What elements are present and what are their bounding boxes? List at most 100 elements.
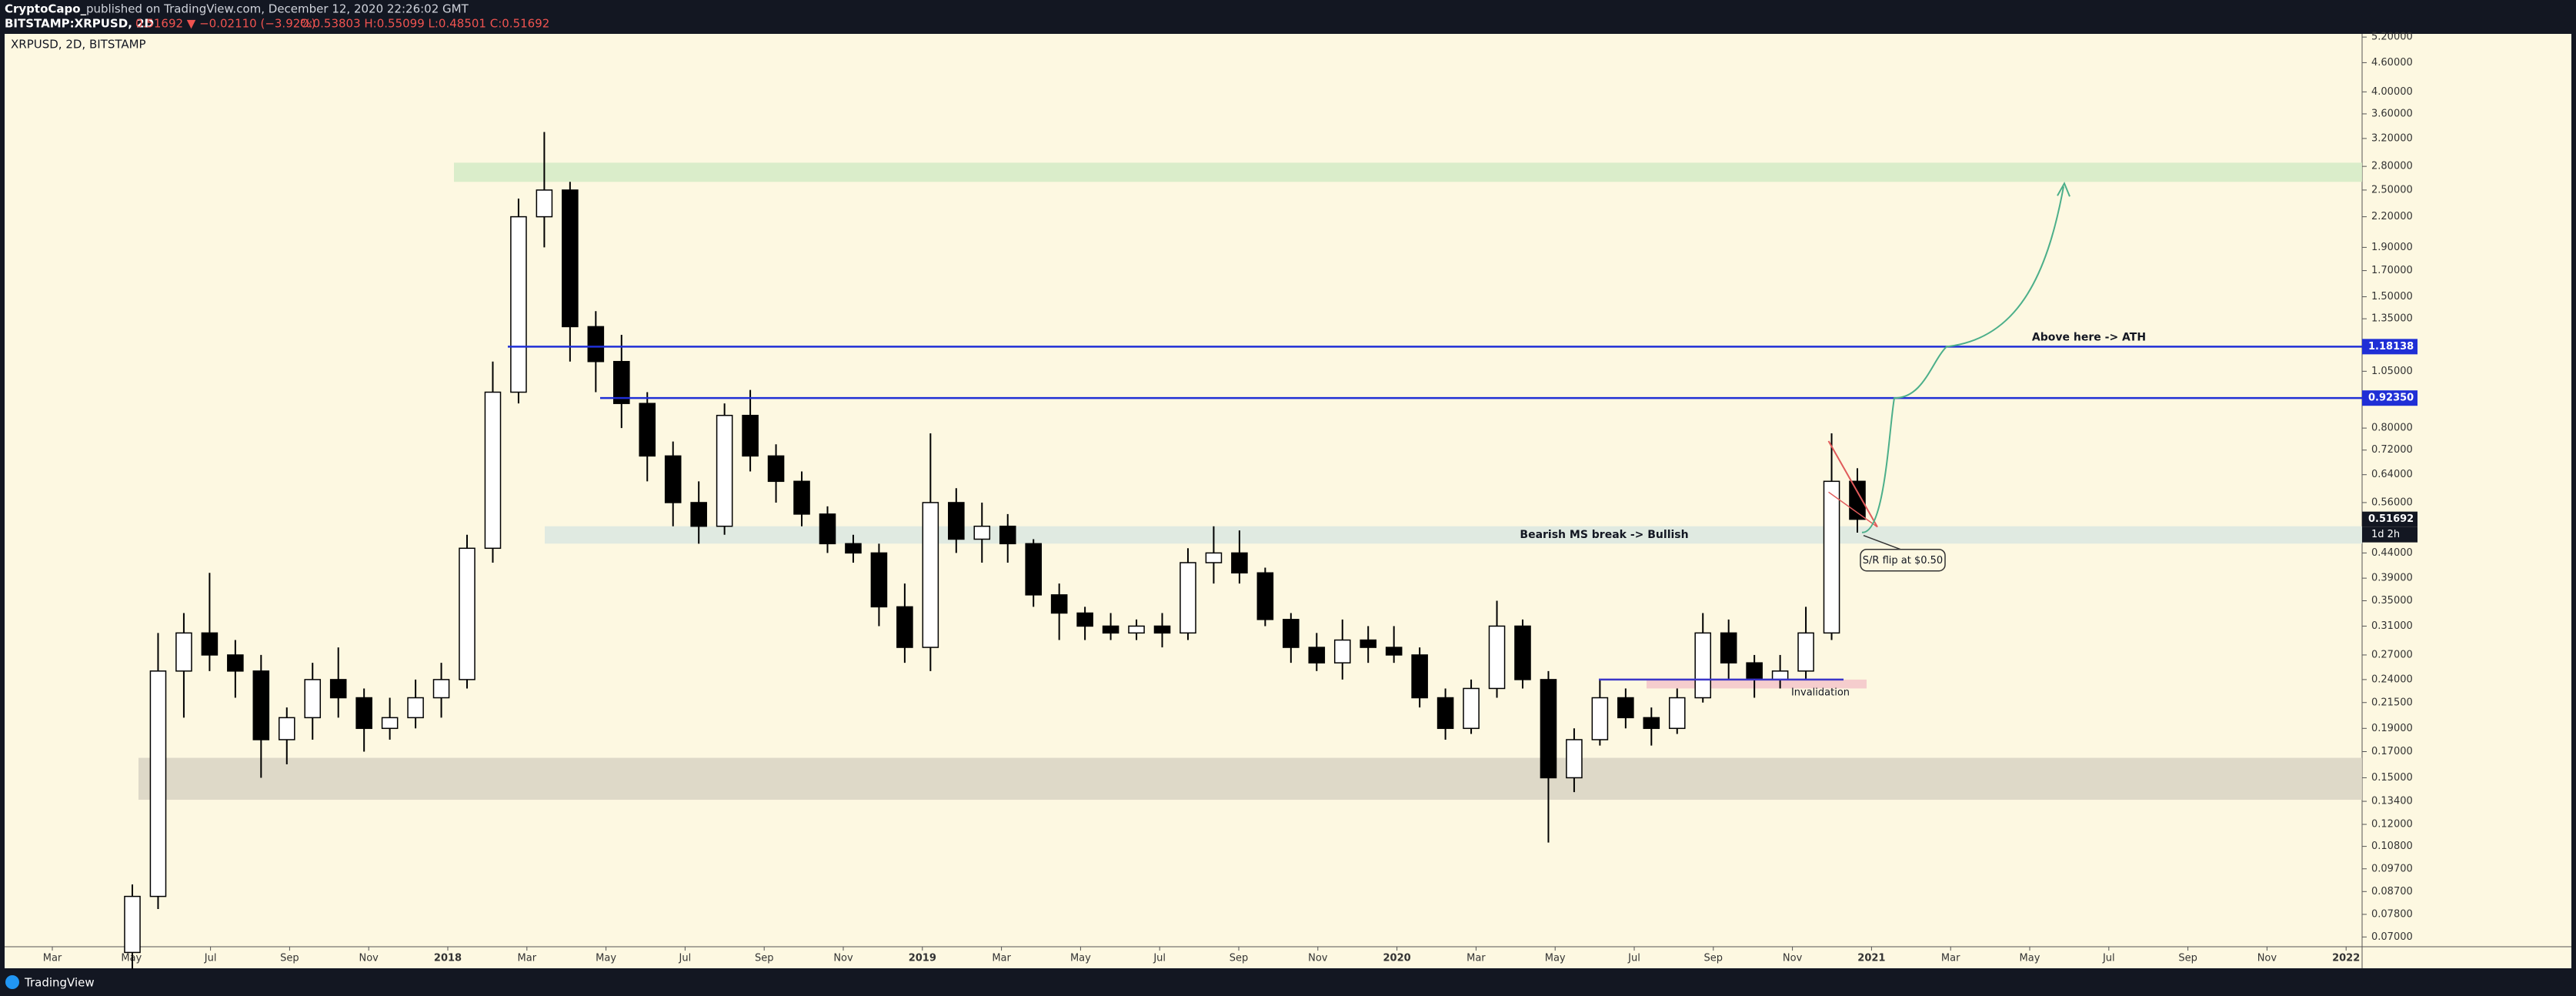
x-tick-label: 2020	[1383, 953, 1411, 964]
x-tick-label: Jul	[679, 953, 692, 964]
callout-text: S/R flip at $0.50	[1863, 555, 1943, 567]
x-tick-label: Nov	[833, 953, 853, 964]
candle-body	[1128, 625, 1145, 634]
x-tick-label: Sep	[2178, 953, 2197, 964]
candle-body	[1591, 697, 1609, 740]
x-tick-label: May	[2020, 953, 2040, 964]
candle-body	[1283, 619, 1300, 648]
y-tick-label: 0.19000	[2371, 723, 2413, 734]
candle-body	[1231, 552, 1248, 574]
candle-body	[690, 502, 707, 527]
candle-body	[227, 654, 244, 672]
candle-body	[1025, 543, 1042, 596]
y-tick-label: 0.09700	[2371, 863, 2413, 874]
candle-body	[304, 679, 322, 719]
x-tick-label: Mar	[518, 953, 537, 964]
y-tick-label: 0.08700	[2371, 886, 2413, 897]
chart-background	[5, 34, 2571, 968]
y-tick-label: 0.35000	[2371, 595, 2413, 607]
y-tick-label: 0.56000	[2371, 496, 2413, 508]
candle-body	[381, 717, 399, 730]
y-tick-label: 0.17000	[2371, 746, 2413, 757]
y-tick-label: 0.27000	[2371, 649, 2413, 660]
x-tick-label: May	[1070, 953, 1091, 964]
candle-body	[1643, 717, 1660, 730]
logo	[5, 975, 19, 989]
x-tick-label: Mar	[43, 953, 62, 964]
candle-body	[1205, 552, 1223, 563]
candle-body	[1540, 679, 1557, 779]
annotation: Above here -> ATH	[2032, 331, 2146, 343]
y-tick-label: 1.50000	[2371, 291, 2413, 302]
last-price-marker	[2362, 511, 2418, 527]
candle-body	[845, 543, 862, 554]
candle-body	[870, 552, 888, 608]
y-tick-label: 1.70000	[2371, 265, 2413, 276]
y-tick-label: 0.72000	[2371, 444, 2413, 456]
y-tick-label: 4.60000	[2371, 57, 2413, 69]
candle-body	[664, 455, 682, 503]
candle-body	[562, 189, 579, 328]
y-tick-label: 1.05000	[2371, 366, 2413, 377]
candle-body	[613, 360, 630, 404]
candle-body	[742, 414, 759, 457]
candle-body	[1771, 670, 1789, 680]
y-tick-label: 2.50000	[2371, 184, 2413, 196]
y-tick-label: 0.13400	[2371, 796, 2413, 807]
y-tick-label: 3.20000	[2371, 132, 2413, 144]
candle-body	[1256, 572, 1274, 620]
candle-body	[510, 216, 527, 393]
candle-body	[1668, 697, 1686, 730]
x-tick-label: Nov	[2257, 953, 2277, 964]
candle-body	[1385, 647, 1403, 656]
y-tick-label: 0.12000	[2371, 819, 2413, 831]
candle-body	[1797, 632, 1814, 672]
y-tick-label: 2.20000	[2371, 211, 2413, 222]
x-tick-label: Jul	[2102, 953, 2115, 964]
x-tick-label: Jul	[204, 953, 217, 964]
callout-box	[1860, 548, 1946, 572]
x-tick-label: Nov	[1308, 953, 1328, 964]
candle-body	[252, 670, 270, 740]
x-tick-label: May	[596, 953, 616, 964]
y-tick-label: 4.00000	[2371, 86, 2413, 98]
candle-body	[1463, 687, 1480, 730]
header-bar	[0, 0, 2576, 34]
candle-body	[973, 525, 991, 540]
y-tick-label: 0.07000	[2371, 931, 2413, 943]
price-tag-label: 0.92350	[2368, 393, 2414, 404]
zone	[545, 526, 2362, 544]
footer-brand[interactable]: TradingView	[24, 976, 95, 990]
candle-body	[999, 525, 1016, 545]
candle-body	[1617, 697, 1634, 719]
x-tick-label: 2019	[909, 953, 936, 964]
x-tick-label: 2021	[1857, 953, 1885, 964]
quote: 0.51692 ▼ −0.02110 (−3.92%)	[135, 17, 315, 31]
candle-body	[329, 679, 347, 699]
y-tick-label: 1.90000	[2371, 242, 2413, 253]
candle-body	[587, 326, 605, 363]
candle-body	[355, 697, 372, 730]
y-tick-label: 0.10800	[2371, 841, 2413, 852]
price-tag	[2362, 339, 2418, 355]
x-tick-label: 2018	[434, 953, 462, 964]
candle-body	[1436, 697, 1454, 730]
candle-body	[1102, 625, 1119, 634]
candle-body	[1180, 562, 1196, 634]
candle-body	[1720, 632, 1737, 663]
candle-body	[407, 697, 424, 719]
candle-body	[767, 455, 785, 483]
y-tick-label: 5.20000	[2371, 32, 2413, 43]
x-tick-label: Jul	[1153, 953, 1166, 964]
candle-body	[793, 480, 810, 515]
footer-bar	[0, 968, 2576, 996]
x-tick-label: May	[121, 953, 142, 964]
published: published on TradingView.com, December 1…	[86, 2, 469, 16]
y-tick-label: 0.64000	[2371, 469, 2413, 480]
price-tag	[2362, 390, 2418, 406]
callout-pointer	[1863, 535, 1901, 550]
x-tick-label: Sep	[1230, 953, 1249, 964]
y-tick-label: 1.35000	[2371, 313, 2413, 325]
x-tick-label: Mar	[1941, 953, 1960, 964]
